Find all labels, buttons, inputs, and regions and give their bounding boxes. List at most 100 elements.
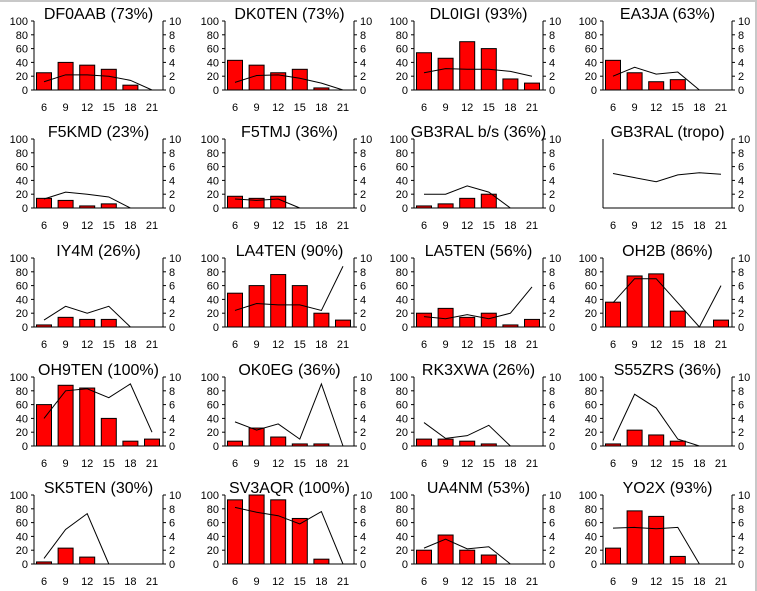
left-tick-label: 60 [396,518,408,530]
right-tick-label: 2 [549,427,555,439]
x-tick-label: 9 [632,576,638,588]
left-tick-label: 80 [585,386,597,398]
right-tick-label: 4 [169,413,175,425]
series-line [612,172,722,183]
left-tick-label: 0 [591,559,597,571]
x-tick-label: 21 [337,339,349,351]
series-line [424,185,511,209]
left-tick-label: 60 [207,281,219,293]
bar [57,384,74,447]
x-tick-label: 15 [294,102,306,114]
x-tick-label: 15 [672,339,684,351]
left-tick-label: 20 [16,71,28,83]
left-tick-label: 60 [396,44,408,56]
panel-title: GB3RAL (tropo) [610,124,724,141]
right-tick-label: 2 [549,71,555,83]
left-tick-label: 100 [579,253,597,265]
bar [313,87,330,91]
series-line [423,538,511,565]
x-tick-label: 15 [483,576,495,588]
panel-title: GB3RAL b/s (36%) [411,124,546,141]
right-tick-label: 6 [549,162,555,174]
bar [270,72,287,91]
bar [626,510,643,565]
x-tick-label: 15 [483,102,495,114]
right-tick-label: 6 [549,281,555,293]
right-tick-label: 0 [360,203,366,215]
bar [36,197,52,209]
right-tick-label: 0 [360,322,366,334]
right-tick-label: 2 [549,308,555,320]
x-tick-label: 12 [272,220,284,232]
left-tick-label: 100 [10,490,28,502]
x-tick-label: 21 [526,220,538,232]
right-tick-label: 0 [738,203,744,215]
x-tick-label: 18 [504,102,516,114]
series-line [423,286,533,320]
right-tick-label: 6 [360,281,366,293]
right-tick-label: 8 [549,30,555,42]
right-tick-label: 0 [360,85,366,97]
x-tick-label: 6 [232,102,238,114]
right-tick-label: 2 [360,545,366,557]
x-tick-label: 18 [693,339,705,351]
left-tick-label: 60 [585,400,597,412]
bar [459,440,476,447]
right-tick-label: 8 [360,504,366,516]
bar [648,515,665,565]
panel-title: YO2X (93%) [623,480,713,497]
bar [626,429,643,447]
bar [100,318,117,328]
bar [459,197,476,209]
series-line [234,74,344,91]
left-tick-label: 0 [402,203,408,215]
bar [291,443,308,447]
x-tick-label: 6 [610,339,616,351]
left-tick-label: 20 [16,189,28,201]
left-tick-label: 0 [22,559,28,571]
x-tick-label: 21 [715,102,727,114]
left-tick-label: 20 [16,427,28,439]
x-tick-label: 15 [103,102,115,114]
right-tick-label: 0 [549,203,555,215]
x-tick-label: 6 [41,102,47,114]
x-tick-label: 21 [715,339,727,351]
x-tick-label: 9 [63,220,69,232]
x-tick-label: 6 [232,576,238,588]
x-tick-label: 9 [254,458,260,470]
left-tick-label: 0 [213,203,219,215]
right-tick-label: 8 [169,267,175,279]
x-tick-label: 18 [315,576,327,588]
bar [291,285,308,328]
right-tick-label: 10 [169,490,181,502]
series-line [612,393,700,447]
right-tick-label: 6 [549,44,555,56]
series-line [43,512,110,565]
left-tick-label: 60 [207,518,219,530]
x-tick-label: 6 [421,339,427,351]
x-tick-label: 12 [461,576,473,588]
bar [459,316,476,328]
panel-title: DK0TEN (73%) [234,6,344,23]
right-tick-label: 2 [360,189,366,201]
x-tick-label: 12 [81,576,93,588]
left-tick-label: 100 [579,490,597,502]
left-tick-label: 80 [396,30,408,42]
right-tick-label: 6 [360,162,366,174]
right-tick-label: 0 [549,559,555,571]
right-tick-label: 2 [738,308,744,320]
x-tick-label: 21 [526,458,538,470]
left-tick-label: 80 [16,267,28,279]
x-tick-label: 12 [272,102,284,114]
series-line [43,383,153,433]
right-tick-label: 8 [549,504,555,516]
left-tick-label: 100 [390,372,408,384]
left-tick-label: 80 [585,30,597,42]
bar [605,547,621,565]
bar [416,438,432,447]
left-tick-label: 0 [213,85,219,97]
left-tick-label: 20 [585,545,597,557]
right-tick-label: 4 [169,294,175,306]
left-tick-label: 20 [585,427,597,439]
right-tick-label: 6 [169,400,175,412]
